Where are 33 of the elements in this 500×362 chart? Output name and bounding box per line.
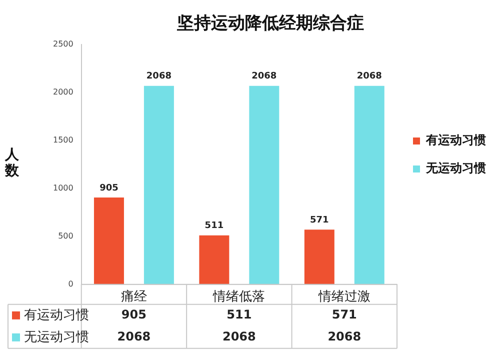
y-tick-label: 2000 — [53, 87, 74, 96]
y-tick-label: 2500 — [53, 39, 74, 48]
legend-label: 无运动习惯 — [425, 161, 486, 176]
x-tick-label: 痛经 — [120, 290, 147, 305]
y-tick-label: 0 — [68, 279, 74, 288]
bar — [94, 198, 124, 284]
bar — [249, 86, 280, 284]
data-label: 2068 — [146, 72, 172, 82]
text: 有运动习惯 — [426, 133, 486, 148]
chart-title: 坚持运动降低经期综合症 — [176, 14, 364, 34]
text: 511 — [226, 308, 252, 322]
bar — [354, 86, 384, 284]
bar — [199, 235, 230, 284]
text: 2068 — [222, 330, 256, 344]
bar — [304, 230, 334, 284]
x-tick-label: 情绪低落 — [212, 290, 266, 305]
text: 905 — [121, 308, 146, 322]
data-label: 571 — [310, 215, 329, 226]
x-tick-label: 情绪过激 — [317, 290, 370, 305]
text: 2068 — [117, 330, 151, 344]
text: 571 — [332, 308, 357, 322]
data-label: 2068 — [252, 72, 277, 82]
data-label: 2068 — [356, 72, 382, 82]
y-tick-label: 1000 — [53, 183, 74, 192]
y-tick-label: 1500 — [53, 135, 74, 144]
text: 无运动习惯 — [24, 330, 89, 345]
text: 2068 — [328, 330, 362, 344]
bar — [144, 86, 174, 284]
data-label: 905 — [100, 183, 118, 194]
y-axis-title: 人数 — [4, 147, 20, 180]
data-label: 511 — [204, 221, 224, 232]
legend-label: 有运动习惯 — [24, 308, 89, 323]
y-tick-label: 500 — [58, 231, 74, 240]
